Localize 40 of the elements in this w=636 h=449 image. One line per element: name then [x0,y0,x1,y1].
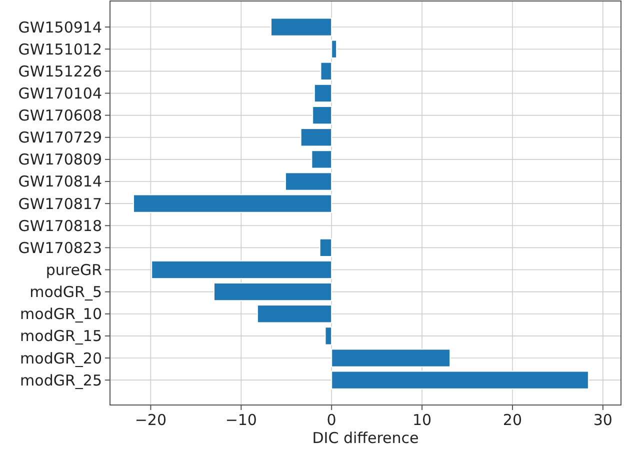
bar [331,370,589,390]
y-tick-label: modGR_15 [20,327,102,346]
bar [311,150,332,169]
y-tick-label: modGR_25 [20,371,102,390]
bar [324,326,332,346]
y-tick-label: GW170729 [18,128,102,147]
bar [284,172,332,191]
bar [331,348,451,368]
bar [312,106,332,125]
y-tick-label: GW170608 [18,106,102,125]
x-axis-title: DIC difference [312,429,419,447]
y-tick-label: GW150914 [18,18,102,36]
y-tick-label: GW170823 [18,238,102,257]
y-tick-label: modGR_5 [30,283,102,302]
y-tick-label: modGR_10 [20,305,102,324]
y-tick-label: pureGR [46,260,102,279]
y-tick-label: modGR_20 [20,349,102,368]
bar [151,260,332,280]
x-tick-label: 20 [502,411,522,429]
x-tick-label: 30 [593,411,612,429]
x-tick-label: 0 [326,411,336,429]
bar [256,304,332,324]
bar [314,84,332,103]
y-tick-label: GW170104 [18,84,102,102]
x-tick-label: 10 [412,411,432,429]
y-tick-label: GW170809 [18,150,102,169]
bar [320,62,332,80]
bar [331,40,338,58]
x-tick-label: −20 [134,411,167,429]
y-tick-label: GW151226 [18,62,102,80]
y-tick-label: GW170818 [18,216,102,235]
bar [300,128,332,147]
bar [319,238,332,258]
bar [270,18,332,36]
bar [133,194,332,213]
y-tick-label: GW170814 [18,172,102,191]
bar [214,282,332,302]
y-tick-label: GW151012 [18,40,102,58]
x-tick-label: −10 [225,411,257,429]
y-tick-label: GW170817 [18,194,102,213]
